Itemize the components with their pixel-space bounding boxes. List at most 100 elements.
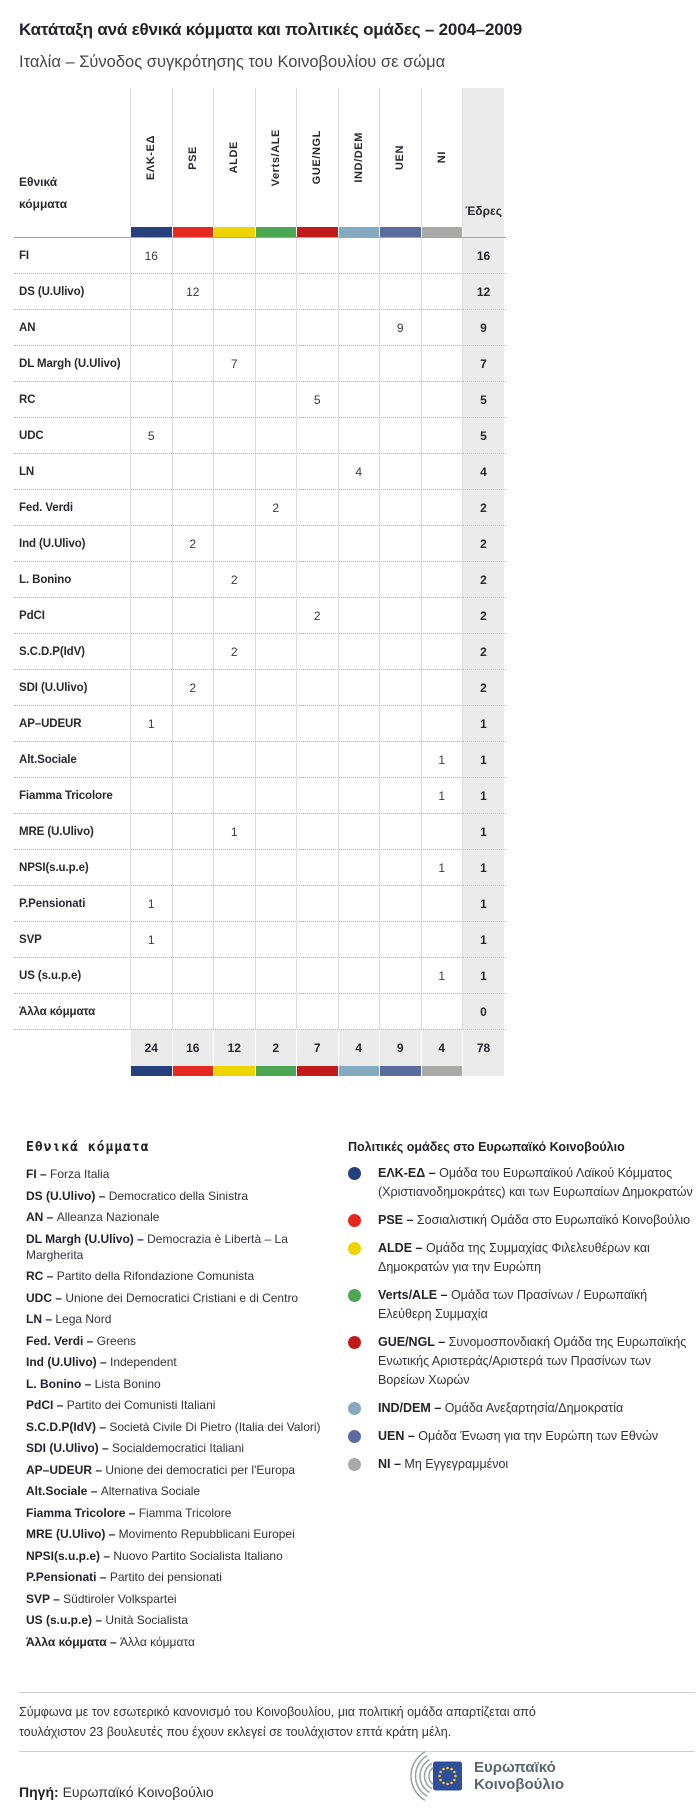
party-legend-item: L. Bonino – Lista Bonino	[26, 1376, 344, 1392]
group-legend-item: UEN – Ομάδα Ένωση για την Ευρώπη των Εθν…	[348, 1427, 694, 1446]
table-row: RC 5 5	[14, 381, 506, 417]
value-cell	[337, 310, 380, 345]
group-legend-text: IND/DEM – Ομάδα Ανεξαρτησία/Δημοκρατία	[378, 1401, 623, 1415]
table-row: Alt.Sociale 1 1	[14, 741, 506, 777]
eu-flag	[433, 1761, 462, 1791]
party-legend-item: SVP – Südtiroler Volkspartei	[26, 1591, 344, 1607]
value-cell	[420, 670, 463, 705]
value-cell	[379, 742, 421, 777]
party-legend-item: DL Margh (U.Ulivo) – Democrazia è Libert…	[26, 1231, 344, 1263]
party-full-name: Lega Nord	[55, 1312, 112, 1326]
party-abbr: DL Margh (U.Ulivo) –	[26, 1231, 148, 1246]
value-cell	[171, 886, 214, 921]
value-cell	[337, 994, 380, 1029]
party-abbr: LN –	[26, 1312, 56, 1326]
group-header-label: NI	[435, 151, 448, 164]
value-cell	[130, 994, 172, 1029]
seats-cell: 7	[462, 346, 504, 381]
group-color-dot	[348, 1430, 361, 1443]
party-full-name: Lista Bonino	[94, 1376, 161, 1391]
value-cell	[420, 382, 463, 417]
value-cell	[213, 274, 255, 309]
value-cell	[337, 490, 380, 525]
value-cell	[254, 922, 297, 957]
value-cell	[254, 454, 297, 489]
value-cell: 7	[213, 346, 255, 381]
table-row: S.C.D.P(IdV) 2 2	[14, 633, 506, 669]
group-abbr: NI –	[378, 1457, 405, 1471]
source-line: Πηγή: Ευρωπαϊκό Κοινοβούλιο	[19, 1784, 214, 1800]
party-label: Fed. Verdi	[14, 490, 130, 525]
value-cell	[337, 418, 380, 453]
table-row: SDI (U.Ulivo) 2 2	[14, 669, 506, 705]
value-cell	[337, 598, 380, 633]
party-full-name: Democrazia è Libertà – La Margherita	[26, 1231, 288, 1262]
european-parliament-logo: Ευρωπαϊκό Κοινοβούλιο	[383, 1750, 564, 1802]
group-legend-text: ΕΛΚ-ΕΔ – Ομάδα του Ευρωπαϊκού Λαϊκού Κόμ…	[378, 1166, 693, 1199]
value-cell	[379, 814, 421, 849]
value-cell: 1	[420, 958, 463, 993]
seats-cell: 5	[462, 418, 504, 453]
value-cell	[171, 238, 214, 273]
value-cell	[254, 742, 297, 777]
party-abbr: Alt.Sociale –	[26, 1484, 101, 1498]
value-cell	[296, 454, 338, 489]
value-cell	[213, 454, 255, 489]
value-cell	[379, 850, 421, 885]
group-desc: Σοσιαλιστική Ομάδα στο Ευρωπαϊκό Κοινοβο…	[416, 1213, 691, 1227]
party-label: AN	[14, 310, 130, 345]
value-cell	[337, 886, 380, 921]
value-cell	[296, 562, 338, 597]
group-header-label: Verts/ALE	[269, 128, 282, 187]
total-cell: 7	[296, 1030, 338, 1066]
value-cell	[296, 670, 338, 705]
ep-logo-line2: Κοινοβούλιο	[474, 1776, 565, 1793]
value-cell	[171, 490, 214, 525]
value-cell	[379, 274, 421, 309]
value-cell	[420, 454, 463, 489]
party-full-name: Unione dei Democratici Cristiani e di Ce…	[65, 1290, 299, 1305]
value-cell	[420, 922, 463, 957]
total-cell: 4	[337, 1030, 379, 1066]
party-label: AP–UDEUR	[14, 706, 130, 741]
value-cell	[337, 850, 380, 885]
group-color-swatch	[379, 1066, 421, 1076]
value-cell	[420, 490, 463, 525]
group-color-swatch	[213, 1066, 255, 1076]
party-legend-item: AN – Alleanza Nazionale	[26, 1209, 344, 1225]
value-cell	[213, 490, 255, 525]
value-cell	[420, 310, 463, 345]
value-cell: 2	[171, 670, 214, 705]
table-row: P.Pensionati 1 1	[14, 885, 506, 921]
value-cell	[254, 994, 297, 1029]
value-cell	[171, 958, 214, 993]
party-label: NPSI(s.u.p.e)	[14, 850, 130, 885]
seats-cell: 16	[462, 238, 504, 273]
value-cell	[379, 958, 421, 993]
group-legend-text: UEN – Ομάδα Ένωση για την Ευρώπη των Εθν…	[378, 1429, 658, 1443]
value-cell	[130, 958, 172, 993]
party-abbr: MRE (U.Ulivo) –	[26, 1527, 119, 1541]
party-full-name: Nuovo Partito Socialista Italiano	[113, 1548, 283, 1563]
value-cell	[213, 922, 255, 957]
value-cell	[420, 238, 463, 273]
group-legend-item: NI – Μη Εγγεγραμμένοι	[348, 1455, 694, 1474]
group-header-cell: IND/DEM	[337, 88, 380, 227]
party-abbr: DS (U.Ulivo) –	[26, 1188, 109, 1203]
party-full-name: Partito dei Comunisti Italiani	[66, 1398, 216, 1412]
group-color-swatch	[379, 227, 421, 237]
value-cell	[130, 346, 172, 381]
party-abbr: NPSI(s.u.p.e) –	[26, 1548, 114, 1563]
table-row: DS (U.Ulivo) 12 12	[14, 273, 506, 309]
table-row: US (s.u.p.e) 1 1	[14, 957, 506, 993]
party-full-name: Socialdemocratici Italiani	[112, 1441, 245, 1455]
seats-header-label: Έδρες	[465, 204, 502, 218]
party-legend: FI – Forza Italia DS (U.Ulivo) – Democrat…	[26, 1166, 344, 1655]
group-header-label: GUE/NGL	[311, 130, 324, 185]
value-cell	[254, 850, 297, 885]
value-cell: 16	[130, 238, 172, 273]
party-full-name: Unione dei democratici per l'Europa	[105, 1462, 296, 1477]
value-cell	[171, 346, 214, 381]
group-legend-text: Verts/ALE – Ομάδα των Πρασίνων / Ευρωπαϊ…	[378, 1288, 647, 1321]
